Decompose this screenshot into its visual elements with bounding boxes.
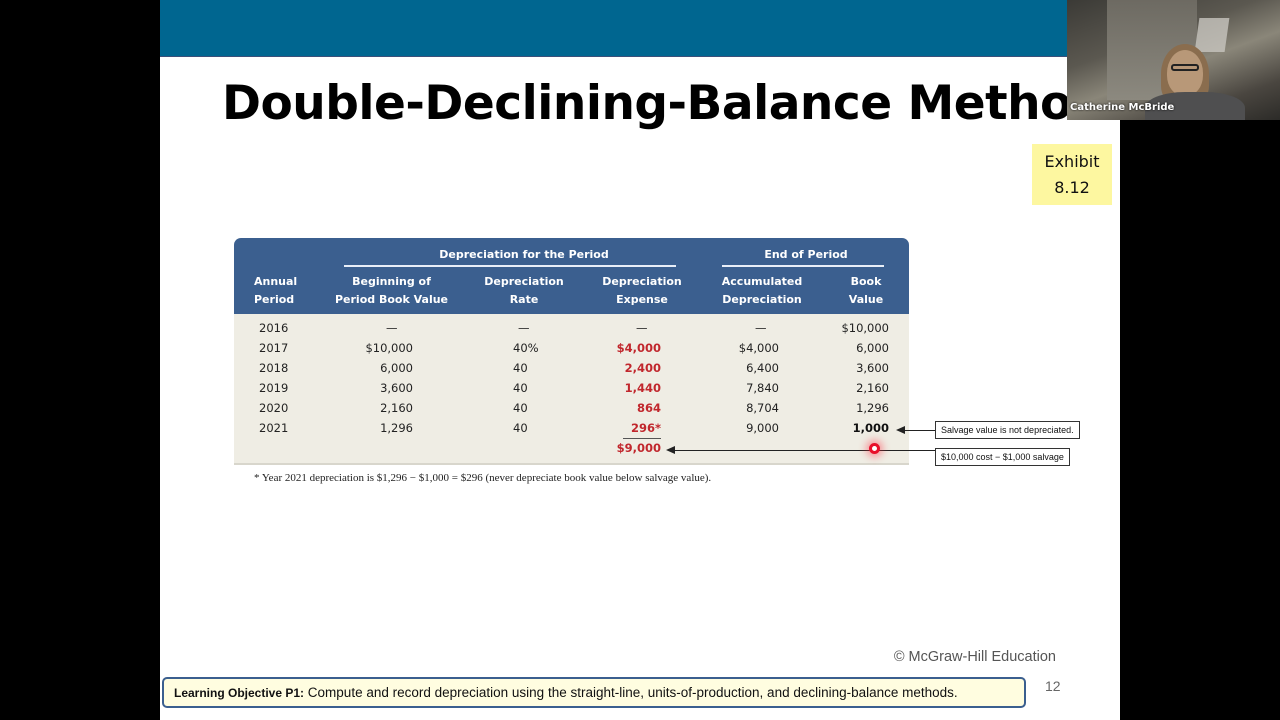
- table-row: 2021 1,296 40 296* 9,000 1,000: [234, 421, 909, 441]
- col-header-line: Depreciation: [484, 275, 564, 288]
- cell-expense: 864: [636, 401, 661, 415]
- col-header-line: Book: [850, 275, 882, 288]
- cell-rate: —: [518, 321, 530, 335]
- cell-beginning: 6,000: [380, 361, 413, 375]
- cell-beginning: 2,160: [380, 401, 413, 415]
- table-row: 2020 2,160 40 864 8,704 1,296: [234, 401, 909, 421]
- arrow-line: [904, 430, 936, 431]
- learning-objective-text: Compute and record depreciation using th…: [304, 685, 958, 700]
- col-header-book: Book Value: [836, 273, 896, 309]
- col-header-line: Expense: [616, 293, 668, 306]
- sum-underline: [623, 438, 661, 439]
- copyright: © McGraw-Hill Education: [893, 649, 1056, 665]
- group-header-depreciation: Depreciation for the Period: [439, 248, 609, 261]
- cell-rate: 40: [513, 421, 528, 435]
- exhibit-label: Exhibit 8.12: [1032, 144, 1112, 205]
- col-header-rate: Depreciation Rate: [474, 273, 574, 309]
- slide-title: Double-Declining-Balance Method: [222, 76, 1106, 131]
- glasses-icon: [1171, 64, 1199, 71]
- col-header-line: Period Book Value: [334, 293, 449, 306]
- page-number: 12: [1045, 678, 1061, 694]
- exhibit-word: Exhibit: [1044, 152, 1100, 171]
- cell-year: 2020: [259, 401, 289, 415]
- cell-accumulated: —: [755, 321, 767, 335]
- participant-name: Catherine McBride: [1070, 102, 1175, 113]
- col-header-period: Annual Period: [254, 273, 297, 309]
- cell-expense: $4,000: [616, 341, 661, 355]
- col-header-line: Rate: [509, 293, 539, 306]
- cell-book: 1,296: [856, 401, 889, 415]
- cell-year: 2018: [259, 361, 289, 375]
- cell-year: 2021: [259, 421, 289, 435]
- col-header-line: Value: [848, 293, 884, 306]
- webcam-video[interactable]: Catherine McBride: [1067, 0, 1280, 120]
- group-underline: [344, 265, 676, 267]
- table-row: 2016 — — — — $10,000: [234, 321, 909, 341]
- total-row: $9,000: [234, 441, 909, 461]
- depreciation-table: Depreciation for the Period End of Perio…: [234, 238, 909, 465]
- webcam-person-body: [1145, 92, 1245, 120]
- col-header-beginning: Beginning of Period Book Value: [334, 273, 449, 309]
- col-header-line: Accumulated: [721, 275, 803, 288]
- cell-book: 2,160: [856, 381, 889, 395]
- col-header-line: Depreciation: [722, 293, 802, 306]
- cell-accumulated: 8,704: [746, 401, 779, 415]
- arrow-line: [674, 450, 935, 451]
- group-underline: [722, 265, 884, 267]
- table-body: 2016 — — — — $10,000 2017 $10,000 40% $4…: [234, 314, 909, 465]
- cell-beginning: —: [386, 321, 398, 335]
- slide-top-band: [160, 0, 1120, 57]
- cell-book: 1,000: [852, 421, 889, 435]
- col-header-expense: Depreciation Expense: [592, 273, 692, 309]
- cell-book: 6,000: [856, 341, 889, 355]
- callout-cost-minus-salvage: $10,000 cost − $1,000 salvage: [935, 448, 1070, 466]
- cell-rate: 40: [513, 361, 528, 375]
- webcam-person-face: [1167, 50, 1203, 96]
- col-header-accumulated: Accumulated Depreciation: [712, 273, 812, 309]
- exhibit-number: 8.12: [1054, 178, 1090, 197]
- total-expense: $9,000: [616, 441, 661, 455]
- cell-accumulated: 7,840: [746, 381, 779, 395]
- table-row: 2019 3,600 40 1,440 7,840 2,160: [234, 381, 909, 401]
- arrow-left-icon: [896, 426, 905, 434]
- cell-expense: —: [636, 321, 648, 335]
- cell-beginning: 1,296: [380, 421, 413, 435]
- learning-objective: Learning Objective P1: Compute and recor…: [162, 677, 1026, 708]
- presentation-slide: Double-Declining-Balance Method Exhibit …: [160, 0, 1120, 720]
- webcam-ceiling-light: [1194, 18, 1230, 52]
- cell-year: 2019: [259, 381, 289, 395]
- cell-book: $10,000: [841, 321, 889, 335]
- learning-objective-label: Learning Objective P1:: [174, 686, 305, 700]
- group-header-end: End of Period: [764, 248, 848, 261]
- table-header: Depreciation for the Period End of Perio…: [234, 238, 909, 314]
- cell-rate: 40%: [513, 341, 539, 355]
- callout-salvage: Salvage value is not depreciated.: [935, 421, 1080, 439]
- cell-rate: 40: [513, 381, 528, 395]
- cell-rate: 40: [513, 401, 528, 415]
- cell-beginning: $10,000: [365, 341, 413, 355]
- cell-year: 2016: [259, 321, 289, 335]
- cell-beginning: 3,600: [380, 381, 413, 395]
- col-header-line: Depreciation: [602, 275, 682, 288]
- arrow-left-icon: [666, 446, 675, 454]
- laser-pointer-icon: [869, 443, 880, 454]
- cell-expense: 2,400: [624, 361, 661, 375]
- table-row: 2017 $10,000 40% $4,000 $4,000 6,000: [234, 341, 909, 361]
- col-header-line: Period: [254, 293, 295, 306]
- col-header-line: Beginning of: [352, 275, 431, 288]
- col-header-line: Annual: [254, 275, 298, 288]
- cell-expense: 1,440: [624, 381, 661, 395]
- cell-accumulated: $4,000: [738, 341, 779, 355]
- cell-accumulated: 9,000: [746, 421, 779, 435]
- table-row: 2018 6,000 40 2,400 6,400 3,600: [234, 361, 909, 381]
- cell-accumulated: 6,400: [746, 361, 779, 375]
- cell-expense: 296*: [630, 421, 661, 435]
- cell-year: 2017: [259, 341, 289, 355]
- cell-book: 3,600: [856, 361, 889, 375]
- footnote: * Year 2021 depreciation is $1,296 − $1,…: [254, 472, 712, 484]
